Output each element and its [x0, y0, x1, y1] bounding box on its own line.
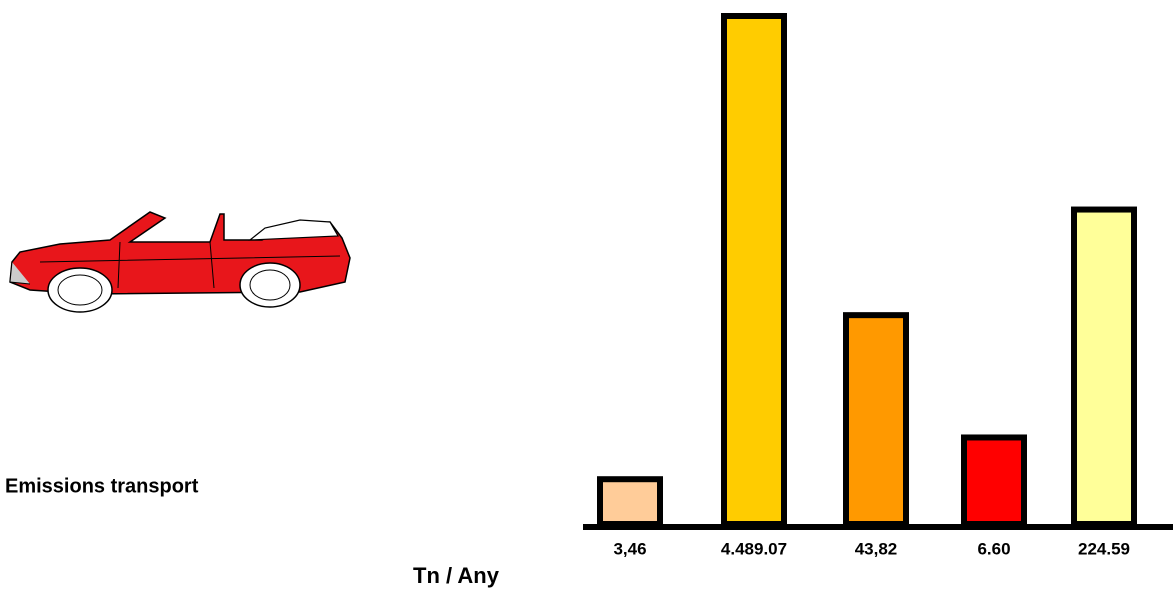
- chart-title: Emissions transport: [5, 475, 199, 497]
- bar: [597, 476, 663, 527]
- value-label: 3,46: [613, 539, 646, 558]
- car-illustration: [9, 211, 351, 313]
- bar: [721, 13, 787, 527]
- bar: [1071, 206, 1137, 527]
- value-label: 224.59: [1078, 539, 1130, 558]
- value-label: 43,82: [855, 539, 898, 558]
- value-label: 6.60: [977, 539, 1010, 558]
- unit-label: Tn / Any: [413, 563, 500, 588]
- value-label: 4.489.07: [721, 539, 787, 558]
- bar: [961, 434, 1027, 528]
- bar: [843, 312, 909, 527]
